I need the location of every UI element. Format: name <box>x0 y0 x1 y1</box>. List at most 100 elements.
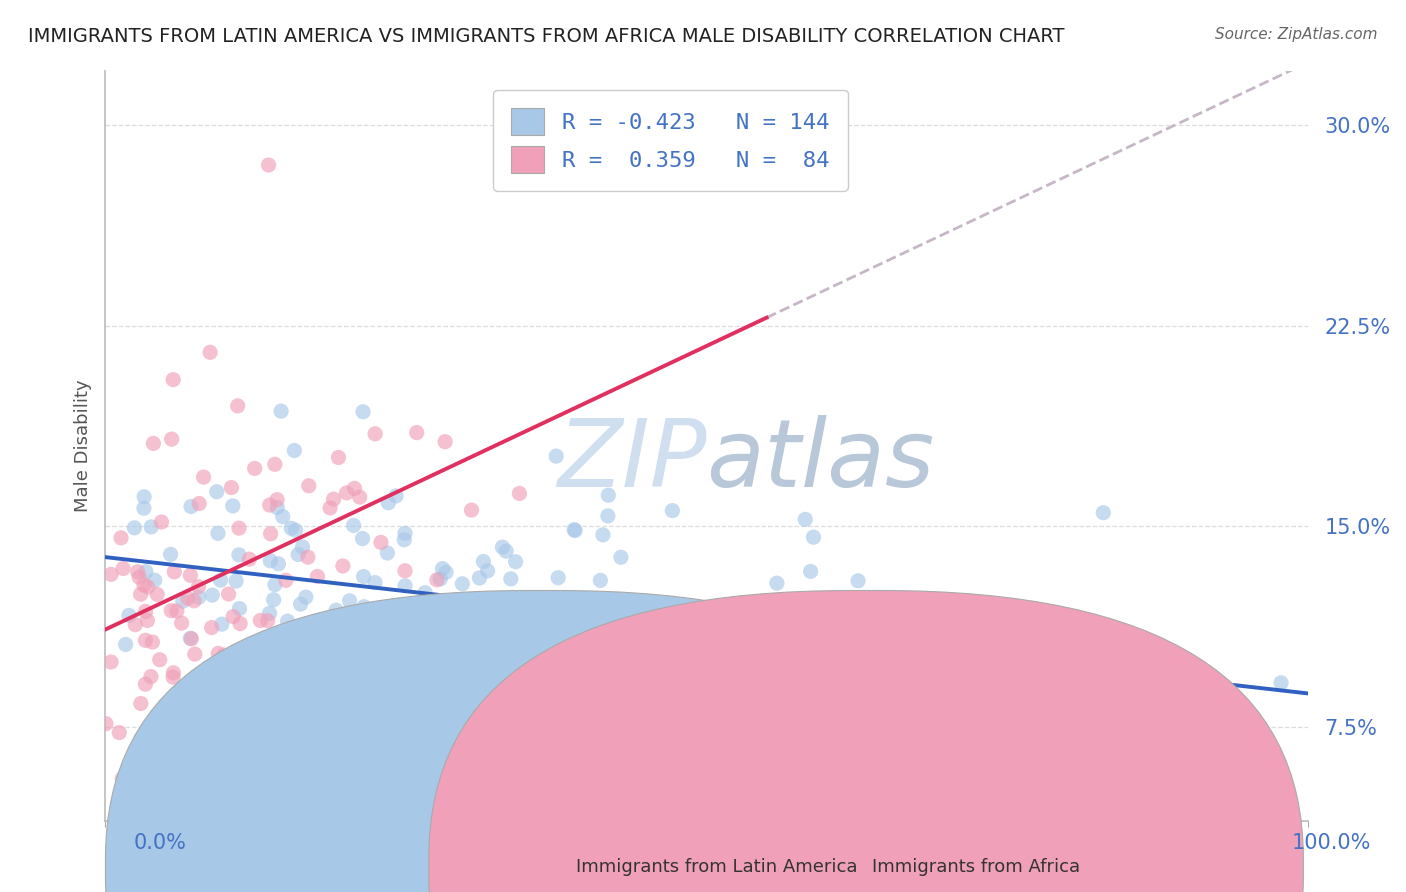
Point <box>228 521 250 535</box>
Point <box>612 630 634 644</box>
Point <box>662 668 685 682</box>
Point <box>332 558 354 573</box>
Point <box>389 657 412 671</box>
Point <box>271 509 294 524</box>
Point <box>209 573 232 587</box>
Point <box>287 548 309 562</box>
Point <box>274 574 297 588</box>
Point <box>243 461 266 475</box>
Point <box>188 497 211 511</box>
Point <box>283 443 305 458</box>
Point <box>482 611 505 625</box>
Point <box>377 546 399 560</box>
Point <box>385 489 408 503</box>
Point <box>287 675 309 690</box>
Point <box>129 587 152 601</box>
Text: IMMIGRANTS FROM LATIN AMERICA VS IMMIGRANTS FROM AFRICA MALE DISABILITY CORRELAT: IMMIGRANTS FROM LATIN AMERICA VS IMMIGRA… <box>28 27 1064 45</box>
Point <box>259 606 281 620</box>
Point <box>176 591 198 606</box>
Point <box>972 604 994 618</box>
Point <box>800 565 823 579</box>
Point <box>695 602 717 616</box>
Point <box>319 500 342 515</box>
Point <box>146 587 169 601</box>
Point <box>394 526 416 541</box>
Point <box>267 557 290 571</box>
Point <box>127 565 149 579</box>
Point <box>460 503 482 517</box>
Point <box>162 373 184 387</box>
Point <box>187 580 209 594</box>
Point <box>426 573 449 587</box>
Point <box>377 496 399 510</box>
Point <box>901 593 924 607</box>
Point <box>249 614 271 628</box>
Point <box>149 653 172 667</box>
Point <box>257 158 280 172</box>
Point <box>352 532 374 546</box>
Point <box>150 515 173 529</box>
Point <box>706 653 728 667</box>
Point <box>657 615 679 629</box>
Point <box>298 479 321 493</box>
Point <box>263 458 285 472</box>
Point <box>339 594 361 608</box>
Point <box>235 706 257 720</box>
Point <box>280 521 302 535</box>
Point <box>172 594 194 608</box>
Point <box>537 622 560 636</box>
Point <box>162 670 184 684</box>
Point <box>349 490 371 504</box>
Text: Source: ZipAtlas.com: Source: ZipAtlas.com <box>1215 27 1378 42</box>
Point <box>124 521 146 535</box>
Point <box>160 604 183 618</box>
Point <box>1092 506 1115 520</box>
Point <box>269 631 291 645</box>
Point <box>263 592 285 607</box>
Point <box>364 575 387 590</box>
Text: 100.0%: 100.0% <box>1292 833 1371 853</box>
Point <box>259 554 281 568</box>
Point <box>132 578 155 592</box>
Point <box>472 555 495 569</box>
Point <box>378 741 401 756</box>
Point <box>436 624 458 638</box>
Text: Immigrants from Latin America: Immigrants from Latin America <box>576 858 858 876</box>
Point <box>322 492 344 507</box>
Point <box>846 574 869 588</box>
Point <box>290 597 312 611</box>
Point <box>284 623 307 637</box>
Point <box>266 492 288 507</box>
Point <box>193 470 215 484</box>
Point <box>316 748 339 763</box>
Point <box>434 566 457 580</box>
Point <box>343 482 366 496</box>
Point <box>134 633 156 648</box>
Point <box>596 508 619 523</box>
Point <box>588 754 610 768</box>
Point <box>297 550 319 565</box>
Point <box>679 610 702 624</box>
Point <box>394 579 416 593</box>
Point <box>198 345 221 359</box>
Point <box>370 535 392 549</box>
Point <box>139 669 162 683</box>
Point <box>180 632 202 646</box>
Point <box>177 723 200 738</box>
Point <box>179 632 201 646</box>
Point <box>405 425 427 440</box>
Point <box>1053 807 1076 822</box>
Point <box>1000 638 1022 652</box>
Y-axis label: Male Disability: Male Disability <box>73 380 91 512</box>
Point <box>361 618 384 632</box>
Point <box>434 434 457 449</box>
Point <box>710 670 733 684</box>
Point <box>794 512 817 526</box>
Point <box>411 689 433 703</box>
Point <box>592 528 614 542</box>
Point <box>432 561 454 575</box>
Point <box>485 651 508 665</box>
Point <box>394 564 416 578</box>
Point <box>226 399 249 413</box>
Point <box>184 647 207 661</box>
